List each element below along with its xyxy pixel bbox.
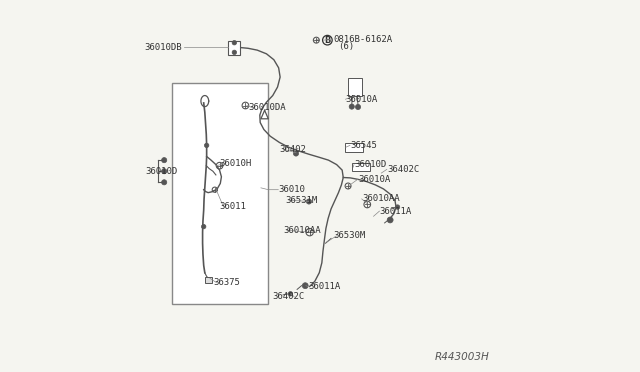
Text: 36011A: 36011A	[308, 282, 340, 291]
Text: 36375: 36375	[213, 278, 240, 287]
Text: 36402C: 36402C	[272, 292, 304, 301]
Circle shape	[202, 224, 206, 229]
Circle shape	[387, 217, 393, 223]
Circle shape	[204, 143, 209, 148]
Text: 36010DB: 36010DB	[145, 43, 182, 52]
Bar	[205, 277, 212, 283]
Circle shape	[349, 104, 355, 109]
Circle shape	[162, 180, 167, 185]
Circle shape	[232, 50, 237, 55]
Text: 36402C: 36402C	[387, 165, 419, 174]
Text: 36010AA: 36010AA	[362, 195, 400, 203]
Text: 36011A: 36011A	[380, 206, 412, 216]
Circle shape	[355, 105, 360, 110]
Text: 36011: 36011	[220, 202, 246, 211]
Text: 36010A: 36010A	[346, 95, 378, 104]
Text: 36010AA: 36010AA	[283, 226, 321, 235]
Circle shape	[162, 158, 167, 163]
Bar	[345, 143, 363, 152]
Text: 36010D: 36010D	[355, 160, 387, 169]
Text: 36010H: 36010H	[220, 159, 252, 169]
Circle shape	[302, 283, 308, 289]
Circle shape	[232, 41, 237, 45]
Text: B: B	[324, 36, 331, 45]
Circle shape	[396, 205, 400, 209]
Bar	[348, 78, 362, 96]
Text: 36010D: 36010D	[146, 167, 178, 176]
Text: 36530M: 36530M	[333, 231, 365, 240]
Circle shape	[288, 292, 292, 296]
Text: 0816B-6162A: 0816B-6162A	[333, 35, 392, 44]
Text: 36545: 36545	[350, 141, 377, 150]
Text: R443003H: R443003H	[435, 352, 490, 362]
Bar	[228, 41, 240, 55]
Bar	[353, 163, 370, 171]
Bar	[172, 83, 268, 304]
Circle shape	[307, 199, 312, 204]
Circle shape	[162, 169, 167, 174]
Text: 36402: 36402	[280, 145, 307, 154]
Text: 36531M: 36531M	[285, 196, 317, 205]
Text: (6): (6)	[339, 42, 355, 51]
Circle shape	[293, 151, 299, 156]
Text: 36010DA: 36010DA	[249, 103, 286, 112]
Text: 36010: 36010	[278, 185, 305, 194]
Text: 36010A: 36010A	[358, 175, 390, 184]
